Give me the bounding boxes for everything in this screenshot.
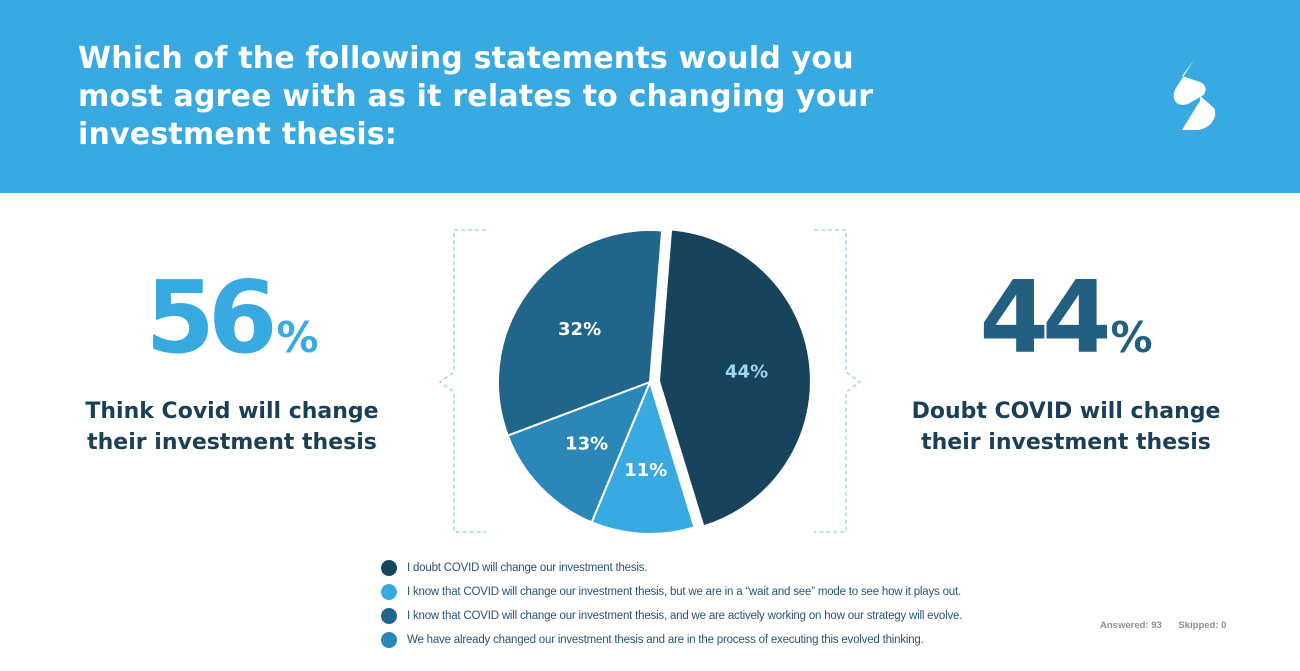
header-banner: Which of the following statements would … xyxy=(0,0,1300,193)
pie-slice xyxy=(497,229,664,437)
pie-slice xyxy=(657,228,812,528)
pie-chart: 44% 11% 13% 32% xyxy=(438,228,862,535)
legend-item: I doubt COVID will change our investment… xyxy=(381,556,1021,580)
s-logo-icon xyxy=(1173,60,1216,130)
legend-label: I doubt COVID will change our investment… xyxy=(407,562,648,574)
legend-swatch xyxy=(381,584,397,600)
doubt-change-stat: 44% Doubt COVID will change their invest… xyxy=(896,268,1236,458)
pie-slice xyxy=(506,380,652,524)
legend-item: I know that COVID will change our invest… xyxy=(381,580,1021,604)
right-brace-bracket xyxy=(814,229,862,533)
response-counts: Answered: 93 Skipped: 0 xyxy=(1100,620,1240,631)
legend-item: I know that COVID will change our invest… xyxy=(381,604,1021,628)
legend-label: I know that COVID will change our invest… xyxy=(407,610,963,622)
think-change-caption-line2: their investment thesis xyxy=(87,430,377,455)
legend-label: We have already changed our investment t… xyxy=(407,634,924,646)
doubt-change-caption: Doubt COVID will change their investment… xyxy=(896,396,1236,458)
legend-swatch xyxy=(381,608,397,624)
think-change-caption-line1: Think Covid will change xyxy=(85,399,379,424)
left-brace-bracket xyxy=(438,229,486,533)
legend-swatch xyxy=(381,560,397,576)
skipped-count: Skipped: 0 xyxy=(1178,620,1227,631)
doubt-change-caption-line2: their investment thesis xyxy=(921,430,1211,455)
pie-labels: 44% 11% 13% 32% xyxy=(558,319,768,481)
think-change-caption: Think Covid will change their investment… xyxy=(62,396,402,458)
doubt-change-caption-line1: Doubt COVID will change xyxy=(911,399,1221,424)
doubt-change-percent-sign: % xyxy=(1110,313,1153,362)
legend-item: We have already changed our investment t… xyxy=(381,628,1021,652)
page-title: Which of the following statements would … xyxy=(78,41,874,152)
think-change-percent-sign: % xyxy=(276,313,319,362)
pie-slice-label: 13% xyxy=(565,433,608,454)
pie-slice-label: 32% xyxy=(558,319,601,340)
pie-slice-label: 44% xyxy=(725,361,768,382)
chart-legend: I doubt COVID will change our investment… xyxy=(381,556,1021,652)
pie-slice xyxy=(590,379,696,535)
doubt-change-number: 44 xyxy=(979,259,1111,376)
pie-slice-label: 11% xyxy=(624,460,667,481)
think-change-number: 56 xyxy=(145,259,277,376)
legend-label: I know that COVID will change our invest… xyxy=(407,586,961,598)
answered-count: Answered: 93 xyxy=(1100,620,1162,631)
legend-swatch xyxy=(381,632,397,648)
think-change-stat: 56% Think Covid will change their invest… xyxy=(62,268,402,458)
pie-slices xyxy=(497,228,812,535)
